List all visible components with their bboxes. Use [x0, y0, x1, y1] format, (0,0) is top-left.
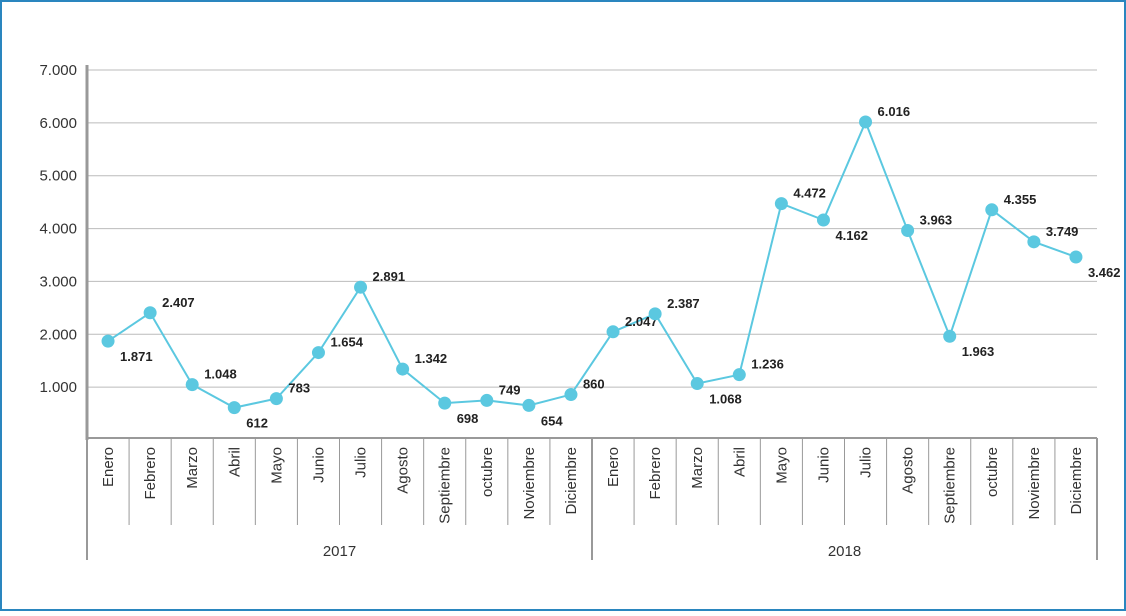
x-tick-label: octubre: [984, 447, 1001, 497]
x-tick-label: Mayo: [773, 447, 790, 484]
x-tick-label: Noviembre: [521, 447, 538, 520]
marker: [269, 392, 283, 406]
data-label: 2.387: [667, 296, 700, 311]
data-label: 2.047: [625, 314, 658, 329]
marker: [648, 307, 662, 321]
data-label: 1.236: [751, 357, 784, 372]
data-label: 1.342: [415, 351, 448, 366]
marker: [101, 334, 115, 348]
data-label: 4.472: [793, 186, 826, 201]
marker: [774, 197, 788, 211]
x-tick-label: octubre: [479, 447, 496, 497]
x-tick-label: Marzo: [184, 447, 201, 489]
x-tick-label: Noviembre: [1026, 447, 1043, 520]
x-tick-label: Diciembre: [563, 447, 580, 515]
x-tick-label: Febrero: [647, 447, 664, 500]
y-tick-label: 6.000: [39, 115, 77, 132]
x-tick-label: Agosto: [395, 447, 412, 494]
marker: [354, 280, 368, 294]
data-label: 698: [457, 411, 479, 426]
marker: [480, 393, 494, 407]
data-label: 4.162: [835, 228, 868, 243]
y-tick-label: 1.000: [39, 379, 77, 396]
marker: [564, 388, 578, 402]
marker: [985, 203, 999, 217]
x-tick-label: Septiembre: [437, 447, 454, 524]
marker: [943, 329, 957, 343]
marker: [227, 401, 241, 415]
x-tick-label: Enero: [605, 447, 622, 487]
marker: [690, 377, 704, 391]
data-label: 2.891: [373, 269, 406, 284]
y-tick-label: 7.000: [39, 62, 77, 79]
x-tick-label: Septiembre: [942, 447, 959, 524]
data-label: 860: [583, 377, 605, 392]
marker: [185, 378, 199, 392]
x-tick-label: Mayo: [268, 447, 285, 484]
data-label: 1.871: [120, 349, 153, 364]
data-label: 654: [541, 413, 563, 428]
data-label: 6.016: [878, 104, 911, 119]
line: [107, 119, 1077, 409]
x-tick-label: Febrero: [142, 447, 159, 500]
marker: [732, 368, 746, 382]
x-tick-label: Julio: [353, 447, 370, 478]
data-label: 2.407: [162, 295, 195, 310]
group-label: 2017: [323, 543, 356, 560]
data-label: 1.048: [204, 367, 237, 382]
marker: [816, 213, 830, 227]
marker: [143, 306, 157, 320]
marker: [1027, 235, 1041, 249]
group-label: 2018: [828, 543, 861, 560]
data-label: 1.963: [962, 344, 995, 359]
data-label: 4.355: [1004, 192, 1037, 207]
data-label: 3.963: [920, 213, 953, 228]
data-label: 612: [246, 416, 268, 431]
y-tick-label: 3.000: [39, 273, 77, 290]
data-label: 783: [288, 381, 310, 396]
x-tick-label: Junio: [815, 447, 832, 483]
marker: [606, 325, 620, 339]
x-tick-label: Julio: [858, 447, 875, 478]
marker: [522, 398, 536, 412]
x-tick-label: Abril: [226, 447, 243, 477]
marker: [1069, 250, 1083, 264]
y-tick-label: 5.000: [39, 168, 77, 185]
marker: [438, 396, 452, 410]
data-label: 1.068: [709, 392, 742, 407]
marker: [396, 362, 410, 376]
x-tick-label: Agosto: [900, 447, 917, 494]
x-tick-label: Marzo: [689, 447, 706, 489]
x-tick-label: Enero: [100, 447, 117, 487]
x-tick-label: Diciembre: [1068, 447, 1085, 515]
data-label: 1.654: [330, 335, 363, 350]
marker: [901, 224, 915, 238]
data-label: 3.749: [1046, 224, 1079, 239]
marker: [311, 346, 325, 360]
data-label: 3.462: [1088, 265, 1121, 280]
y-tick-label: 4.000: [39, 221, 77, 238]
x-tick-label: Abril: [731, 447, 748, 477]
y-tick-label: 2.000: [39, 326, 77, 343]
x-tick-label: Junio: [310, 447, 327, 483]
data-label: 749: [499, 382, 521, 397]
marker: [859, 115, 873, 129]
